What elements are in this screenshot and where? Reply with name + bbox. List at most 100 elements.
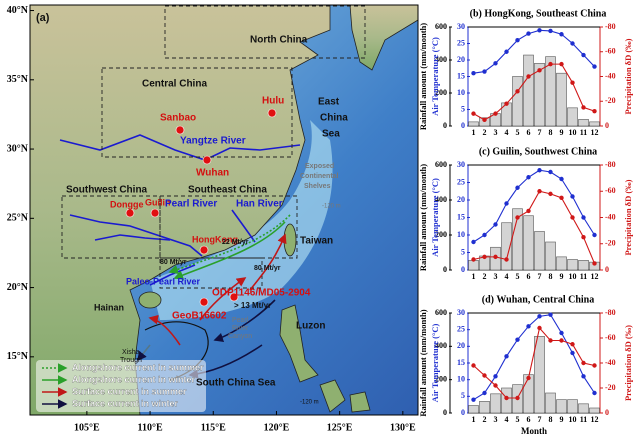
legend-symbols: [42, 363, 68, 409]
point: [504, 354, 509, 359]
y-tick-label: 400: [435, 195, 447, 204]
y-tick-label: 20: [457, 55, 465, 64]
y-tick-label: 200: [435, 230, 447, 239]
point: [559, 61, 564, 67]
map-label: Guilin: [145, 197, 171, 207]
map-label: Dongge: [110, 199, 144, 209]
map-label: ODP1146/MD05-2904: [212, 288, 311, 299]
y2-axis-label: Air Temperature (°C): [430, 324, 440, 403]
point: [592, 390, 597, 396]
point: [559, 195, 564, 201]
point: [493, 111, 498, 116]
point: [581, 52, 586, 58]
bar: [589, 407, 600, 414]
map-label: Southeast China: [188, 185, 267, 196]
point: [515, 215, 520, 220]
point: [570, 80, 575, 85]
map-label: Taiwan: [300, 236, 333, 247]
point: [471, 239, 476, 245]
map-label: China: [320, 113, 348, 124]
point: [482, 254, 487, 260]
map-label: Hulu: [262, 96, 284, 107]
y3-axis-label: Precipitation δD (‰): [623, 38, 633, 114]
y-tick-label: 30: [457, 308, 465, 317]
x-tick-label: 10: [569, 128, 577, 137]
y-tick-label: -40: [605, 71, 616, 80]
point: [548, 61, 553, 67]
x-tick-label: 4: [505, 415, 509, 424]
chart-title: (c) Guilin, Southwest China: [479, 146, 597, 157]
philippine-islands: [319, 379, 371, 413]
bar: [578, 403, 589, 414]
y-tick-label: 25: [457, 177, 465, 186]
point: [482, 390, 487, 396]
point: [482, 373, 487, 378]
map-label: Trough: [120, 357, 142, 364]
point: [548, 169, 553, 175]
x-tick-label: 2: [483, 415, 487, 424]
bar: [479, 401, 490, 414]
line: [473, 314, 595, 401]
point: [471, 363, 476, 368]
luzon-island: [279, 304, 319, 383]
x-tick-label: 5: [516, 128, 520, 137]
point: [537, 314, 542, 319]
y-tick-label: 0: [605, 121, 609, 130]
legend-label: Surface current in summer: [72, 386, 187, 396]
lon-tick-label: 125°E: [327, 422, 353, 433]
point: [570, 342, 575, 347]
site-markers: [125, 108, 277, 307]
map-label: Continental: [300, 173, 339, 180]
point: [493, 61, 498, 66]
x-tick-label: 5: [516, 415, 520, 424]
y-tick-label: 10: [457, 88, 465, 97]
x-tick-label: 3: [494, 272, 498, 281]
y-tick-label: -60: [605, 186, 616, 195]
bar: [534, 336, 545, 414]
y-tick-label: 5: [461, 247, 465, 256]
point: [548, 191, 553, 197]
y-tick-label: -40: [605, 358, 616, 367]
y-tick-label: 0: [461, 121, 465, 130]
bar: [578, 119, 589, 127]
point: [592, 108, 597, 114]
legend-box: [36, 360, 206, 412]
line: [473, 169, 595, 243]
x-tick-label: 12: [591, 272, 599, 281]
point: [515, 89, 520, 94]
y-tick-label: 10: [457, 374, 465, 383]
y3-axis-label: Precipitation δD (‰): [623, 179, 633, 255]
korea: [349, 5, 418, 71]
map-label: 80 Mt/yr: [254, 265, 281, 272]
map-label: Hainan: [94, 302, 124, 312]
map-label: Xisha: [122, 349, 140, 356]
lat-tick-label: 15°N: [7, 351, 29, 362]
x-tick-label: 8: [549, 128, 553, 137]
y-tick-label: -20: [605, 383, 616, 392]
map-label: 22 Mt/yr: [222, 239, 249, 246]
y-tick-label: -40: [605, 212, 616, 221]
y-tick-label: 0: [461, 408, 465, 417]
y-tick-label: 5: [461, 391, 465, 400]
lon-tick-label: 110°E: [138, 422, 163, 433]
y-tick-label: -80: [605, 308, 616, 317]
point: [515, 337, 520, 342]
map-label: River: [232, 325, 249, 332]
point: [482, 232, 487, 238]
y-tick-label: 0: [443, 121, 447, 130]
map-label: Pearl: [232, 317, 249, 324]
bar: [545, 241, 556, 271]
point: [570, 41, 575, 46]
map-label: HongKong: [192, 234, 238, 244]
bar: [589, 121, 600, 127]
y-tick-label: 15: [457, 358, 465, 367]
x-tick-label: 11: [580, 415, 588, 424]
point: [515, 395, 520, 401]
map-label: Exposed: [305, 163, 334, 170]
bar: [468, 121, 479, 127]
x-tick-label: 9: [560, 128, 564, 137]
x-tick-label: 8: [549, 272, 553, 281]
y-tick-label: -60: [605, 47, 616, 56]
bar: [523, 374, 534, 414]
